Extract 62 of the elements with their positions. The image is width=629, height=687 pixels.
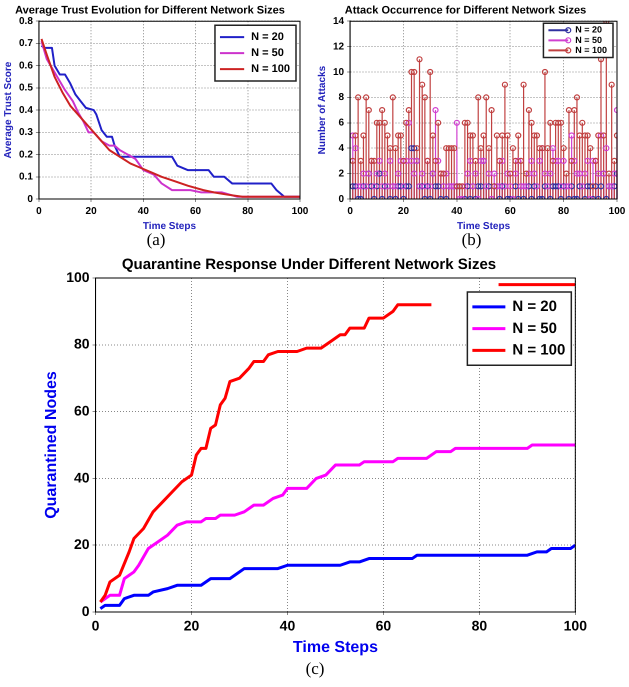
y-tick-label: 8 bbox=[338, 92, 345, 104]
x-tick-label: 100 bbox=[564, 617, 588, 634]
x-tick-label: 40 bbox=[280, 617, 296, 634]
legend-label: N = 100 bbox=[575, 44, 608, 55]
x-tick-label: 60 bbox=[376, 617, 392, 634]
y-tick-label: 6 bbox=[338, 118, 345, 129]
legend-label: N = 20 bbox=[575, 24, 602, 35]
y-tick-label: 0.2 bbox=[18, 149, 34, 160]
x-tick-label: 0 bbox=[92, 617, 100, 634]
y-tick-label: 0.6 bbox=[18, 60, 34, 72]
y-tick-label: 40 bbox=[74, 469, 90, 486]
y-tick-label: 100 bbox=[66, 268, 90, 285]
x-tick-label: 80 bbox=[242, 206, 254, 217]
legend-label: N = 20 bbox=[251, 31, 284, 44]
x-tick-label: 20 bbox=[184, 617, 200, 634]
x-tick-label: 0 bbox=[347, 206, 354, 217]
y-tick-label: 4 bbox=[338, 142, 345, 154]
y-tick-label: 10 bbox=[333, 66, 345, 78]
x-tick-label: 0 bbox=[36, 206, 42, 217]
legend-label: N = 100 bbox=[251, 63, 290, 76]
y-tick-label: 80 bbox=[74, 336, 90, 352]
y-tick-label: 2 bbox=[338, 168, 345, 180]
y-tick-label: 0.5 bbox=[18, 82, 34, 94]
y-axis-title: Average Trust Score bbox=[2, 61, 14, 159]
legend-label: N = 50 bbox=[575, 34, 602, 45]
x-axis-title: Time Steps bbox=[142, 220, 196, 232]
x-tick-label: 80 bbox=[558, 206, 570, 217]
y-tick-label: 0.3 bbox=[18, 127, 34, 138]
legend-label: N = 50 bbox=[512, 320, 557, 337]
x-tick-label: 100 bbox=[608, 206, 626, 217]
x-tick-label: 100 bbox=[292, 206, 309, 217]
x-tick-label: 60 bbox=[190, 206, 202, 217]
x-tick-label: 80 bbox=[472, 617, 488, 634]
y-axis-title: Quarantined Nodes bbox=[43, 371, 60, 519]
y-tick-label: 20 bbox=[74, 536, 90, 552]
chart-title: Attack Occurrence for Different Network Sizes bbox=[344, 4, 586, 17]
chart-title: Quarantine Response Under Different Network Sizes bbox=[122, 256, 496, 274]
x-tick-label: 40 bbox=[138, 206, 150, 217]
y-tick-label: 0 bbox=[82, 602, 90, 619]
y-tick-label: 60 bbox=[74, 402, 90, 418]
chart-title: Average Trust Evolution for Different Network Sizes bbox=[15, 4, 285, 17]
text: (c) bbox=[304, 659, 326, 679]
y-tick-label: 0.1 bbox=[18, 172, 34, 183]
y-tick-label: 12 bbox=[333, 41, 345, 52]
legend-label: N = 20 bbox=[512, 298, 557, 316]
y-tick-label: 0.8 bbox=[18, 16, 34, 27]
y-tick-label: 0 bbox=[27, 194, 34, 205]
y-tick-label: 0.7 bbox=[18, 38, 34, 50]
legend-label: N = 100 bbox=[512, 342, 566, 359]
text: (b) bbox=[460, 230, 482, 250]
x-axis-title: Time Steps bbox=[456, 220, 511, 232]
x-tick-label: 60 bbox=[504, 206, 516, 217]
x-tick-label: 20 bbox=[86, 206, 98, 217]
y-tick-label: 0.4 bbox=[18, 104, 34, 116]
y-axis-title: Number of Attacks bbox=[316, 65, 328, 154]
x-tick-label: 20 bbox=[398, 206, 410, 217]
y-tick-label: 0 bbox=[338, 194, 345, 205]
legend-label: N = 50 bbox=[251, 47, 284, 60]
x-axis-title: Time Steps bbox=[292, 638, 378, 656]
y-tick-label: 14 bbox=[333, 16, 345, 27]
x-tick-label: 40 bbox=[451, 206, 463, 217]
text: (a) bbox=[146, 230, 166, 250]
